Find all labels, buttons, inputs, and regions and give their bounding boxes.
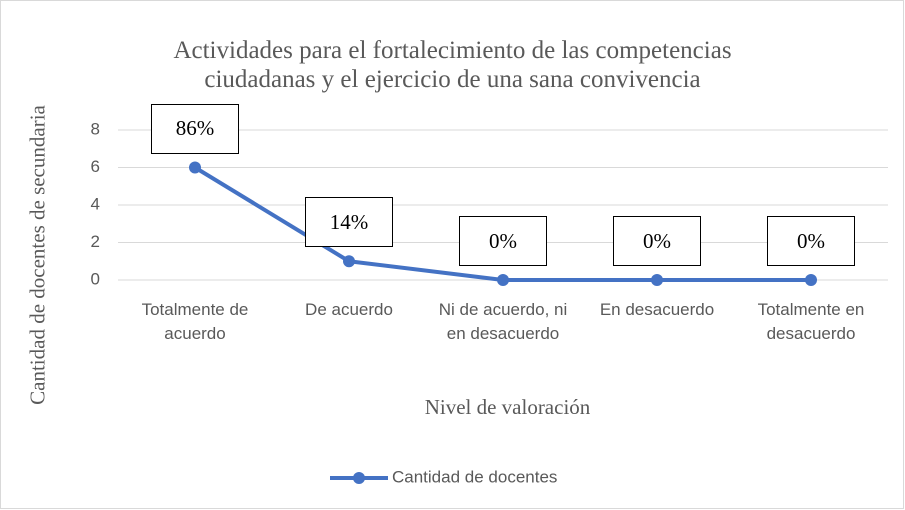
marker (805, 274, 817, 286)
annotation: 0% (613, 216, 701, 266)
y-axis-label: Cantidad de docentes de secundaria (25, 105, 50, 405)
y-tick-label: 2 (91, 232, 100, 251)
marker (497, 274, 509, 286)
marker (343, 255, 355, 268)
legend-label: Cantidad de docentes (392, 467, 557, 486)
annotation: 86% (151, 103, 239, 154)
y-tick-label: 8 (91, 119, 100, 138)
chart-title: Actividades para el fortalecimiento de l… (173, 37, 732, 64)
y-tick-label: 4 (91, 194, 100, 213)
annotation: 0% (767, 216, 855, 266)
x-tick-label: Ni de acuerdo, ni en desacuerdo (438, 300, 568, 343)
marker (189, 161, 201, 174)
annotation: 14% (305, 197, 393, 248)
legend-marker (353, 472, 365, 484)
x-tick-label: De acuerdo (305, 300, 393, 319)
x-tick-label: Totalmente en desacuerdo (757, 300, 865, 343)
annotation: 0% (459, 216, 547, 266)
y-tick-label: 0 (91, 269, 100, 288)
x-tick-label: Totalmente de acuerdo (141, 300, 249, 343)
x-axis-label: Nivel de valoración (424, 395, 591, 419)
y-tick-label: 6 (91, 157, 100, 176)
chart-title: ciudadanas y el ejercicio de una sana co… (204, 66, 701, 93)
x-tick-label: En desacuerdo (599, 300, 715, 319)
marker (651, 274, 663, 286)
